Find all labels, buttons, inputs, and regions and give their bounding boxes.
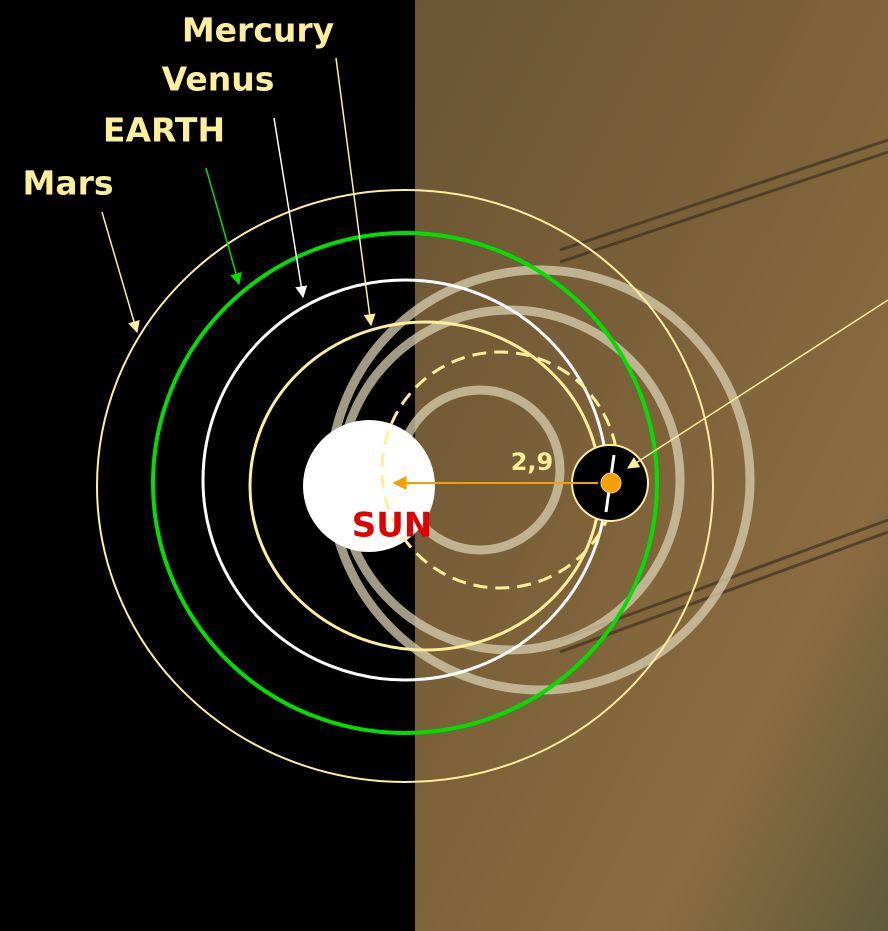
diagram: Mercury Venus EARTH Mars SUN 2,9 [0,0,888,931]
field-photo [415,0,888,931]
sun-label: SUN [352,506,433,546]
earth-label: EARTH [103,111,225,150]
distance-label: 2,9 [511,448,554,476]
mars-label: Mars [22,164,113,203]
planet [601,473,621,493]
venus-label: Venus [162,60,275,99]
page: Mercury Venus EARTH Mars SUN 2,9 (() => … [0,0,888,931]
mercury-label: Mercury [182,11,334,50]
